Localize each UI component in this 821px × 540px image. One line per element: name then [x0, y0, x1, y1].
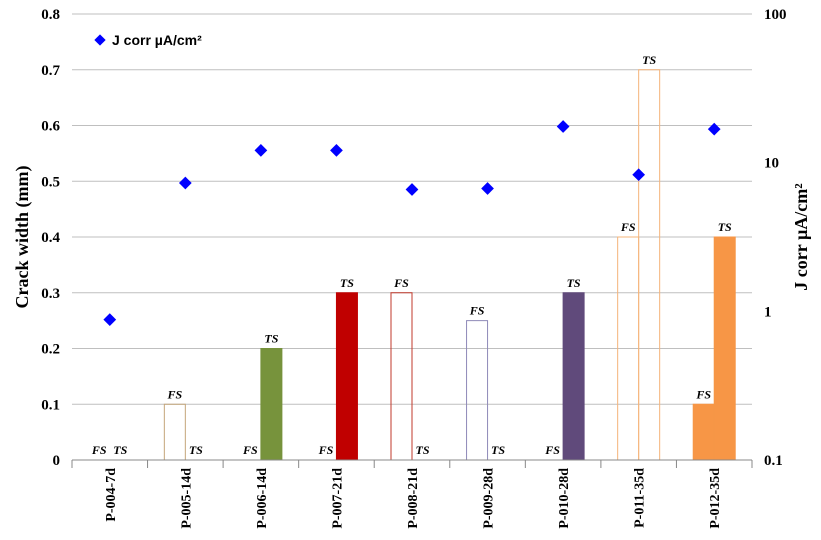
y-tick-label: 0: [53, 453, 61, 469]
jcorr-point-5: [405, 183, 419, 196]
y-tick-label: 0.1: [41, 397, 60, 413]
category-label: P-011-35d: [633, 468, 648, 528]
bar-label-ts: TS: [189, 443, 203, 457]
category-label: P-006-14d: [255, 468, 270, 529]
jcorr-point-9: [707, 122, 721, 136]
category-labels: P-004-7d P-005-14d P-006-14d P-007-21d P-008…: [71, 460, 753, 529]
bar-label-ts: TS: [567, 276, 581, 290]
bar-label-fs: FS: [620, 220, 636, 234]
bar-label-ts: TS: [340, 276, 354, 290]
bar-ts-8: [638, 69, 661, 461]
y-tick-label: 0.2: [41, 342, 60, 358]
bar-label-fs: FS: [318, 443, 334, 457]
y2-tick-label: 10: [764, 156, 779, 172]
left-axis-ticks: 0 0.1 0.2 0.3 0.4 0.5 0.6 0.7 0.8: [41, 7, 60, 469]
jcorr-point-6: [481, 182, 494, 195]
y-tick-label: 0.5: [41, 174, 60, 190]
jcorr-point-4: [330, 143, 343, 157]
legend-label: J corr µA/cm²: [112, 32, 202, 48]
legend-marker: [94, 34, 106, 46]
category-label: P-012-35d: [708, 468, 723, 529]
y-tick-label: 0.8: [41, 7, 60, 23]
y2-tick-label: 0.1: [764, 453, 783, 469]
y2-tick-label: 1: [764, 304, 772, 320]
jcorr-point-2: [178, 176, 192, 190]
bar-label-fs: FS: [242, 443, 258, 457]
legend: J corr µA/cm²: [94, 32, 202, 48]
bar-label-fs: FS: [469, 304, 485, 318]
bar-ts-3: [260, 348, 283, 461]
y2-axis-title: J corr µA/cm²: [791, 183, 811, 290]
bar-fs-5: [390, 292, 413, 461]
y2-tick-label: 100: [764, 7, 787, 23]
bar-label-ts: TS: [113, 443, 127, 457]
bar-label-fs: FS: [91, 443, 107, 457]
bar-label-ts: TS: [264, 332, 278, 346]
bar-labels: FS FS FS FS FS FS FS FS FS TS TS TS TS TS TS TS TS TS: [91, 53, 732, 457]
bar-fs-2: [163, 403, 186, 461]
jcorr-point-7: [556, 120, 570, 133]
bar-label-fs: FS: [393, 276, 409, 290]
bar-label-ts: TS: [491, 443, 505, 457]
category-label: P-007-21d: [330, 468, 345, 529]
bar-label-ts: TS: [642, 53, 656, 67]
category-label: P-005-14d: [179, 468, 194, 529]
bar-label-ts: TS: [415, 443, 429, 457]
y-tick-label: 0.4: [41, 230, 60, 246]
y-tick-label: 0.7: [41, 63, 60, 79]
bar-label-fs: FS: [166, 387, 182, 401]
bar-label-fs: FS: [544, 443, 560, 457]
bar-label-fs: FS: [695, 387, 711, 401]
category-label: P-010-28d: [557, 468, 572, 529]
jcorr-point-3: [254, 143, 268, 157]
jcorr-point-8: [632, 168, 646, 182]
bars: [163, 69, 736, 461]
y-tick-label: 0.3: [41, 286, 60, 302]
y-axis-title: Crack width (mm): [12, 166, 33, 309]
category-label: P-009-28d: [482, 468, 497, 529]
category-label: P-004-7d: [104, 468, 119, 522]
jcorr-point-1: [103, 313, 117, 326]
bar-fs-9: [692, 403, 715, 461]
bar-fs-6: [466, 320, 489, 461]
right-axis-ticks: 0.1 1 10 100: [764, 7, 787, 469]
bar-ts-4: [335, 292, 358, 461]
bar-label-ts: TS: [718, 220, 732, 234]
y-tick-label: 0.6: [41, 119, 60, 135]
category-label: P-008-21d: [406, 468, 421, 529]
bar-ts-7: [562, 292, 585, 461]
bar-ts-9: [713, 236, 736, 461]
